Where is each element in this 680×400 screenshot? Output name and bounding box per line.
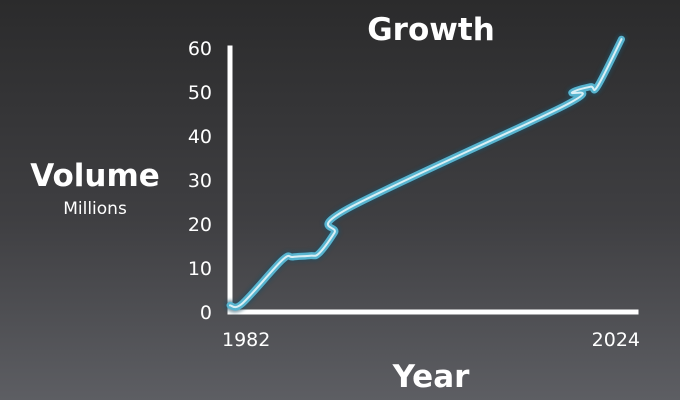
y-tick-label: 60 bbox=[188, 38, 212, 60]
series-line-highlight bbox=[229, 38, 623, 309]
series-group bbox=[224, 33, 627, 313]
x-tick-labels: 1982 2024 bbox=[222, 329, 640, 351]
series-line bbox=[226, 35, 625, 311]
y-tick-label: 50 bbox=[188, 82, 212, 104]
x-axis-label: Year bbox=[392, 359, 471, 395]
y-tick-label: 20 bbox=[188, 214, 212, 236]
y-tick-label: 10 bbox=[188, 258, 212, 280]
y-tick-labels: 0 10 20 30 40 50 60 bbox=[188, 38, 212, 324]
y-axis-sublabel: Millions bbox=[63, 199, 127, 219]
x-tick-label: 2024 bbox=[592, 329, 640, 351]
chart-title: Growth bbox=[367, 12, 495, 48]
y-tick-label: 0 bbox=[200, 302, 212, 324]
y-axis-label: Volume bbox=[30, 158, 160, 194]
x-tick-label: 1982 bbox=[222, 329, 270, 351]
y-tick-label: 30 bbox=[188, 170, 212, 192]
y-tick-label: 40 bbox=[188, 126, 212, 148]
